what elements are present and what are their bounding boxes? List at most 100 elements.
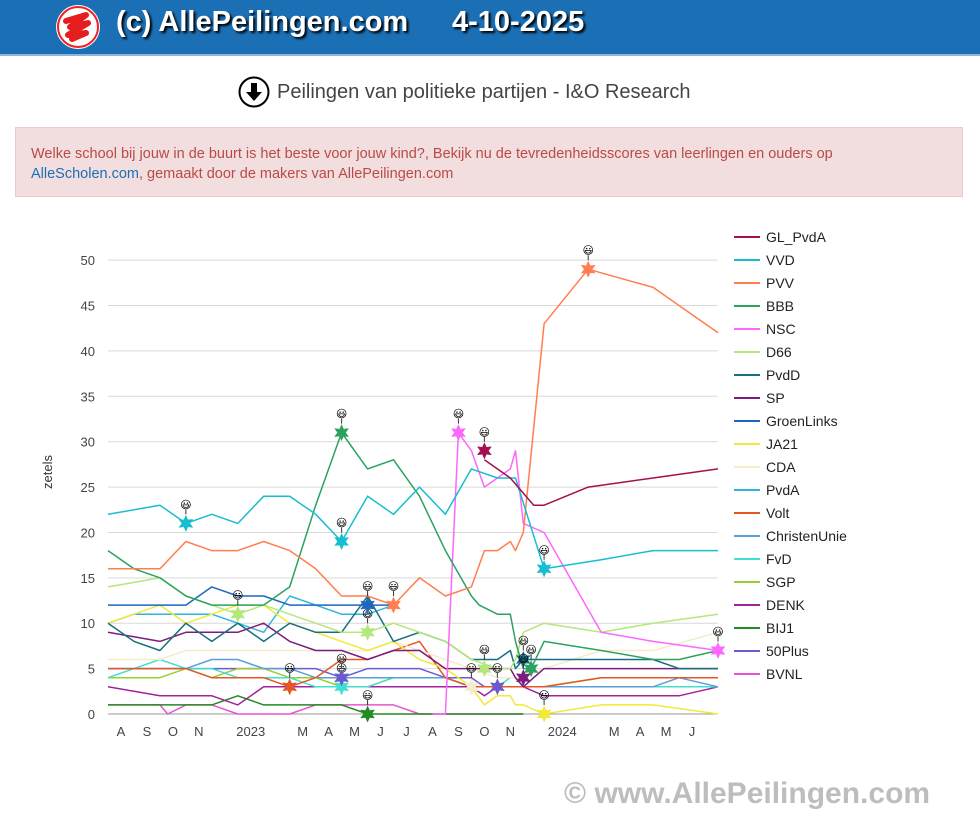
y-tick-label: 30 xyxy=(81,435,95,450)
smiley-icon: 😃 xyxy=(388,580,399,593)
chart-series xyxy=(107,268,719,715)
legend-label: DENK xyxy=(766,597,806,613)
smiley-icon: 😃 xyxy=(518,653,529,666)
x-tick-label: O xyxy=(479,724,489,739)
legend-label: SP xyxy=(766,390,785,406)
smiley-icon: 😃 xyxy=(336,653,347,666)
smiley-icon: 😃 xyxy=(336,408,347,421)
legend-label: VVD xyxy=(766,252,795,268)
smiley-icon: 😃 xyxy=(479,426,490,439)
page-title: Peilingen van politieke partijen - I&O R… xyxy=(277,80,691,103)
x-tick-label: J xyxy=(403,724,410,739)
smiley-icon: 😃 xyxy=(336,517,347,530)
x-tick-label: J xyxy=(689,724,696,739)
smiley-icon: 😃 xyxy=(453,408,464,421)
series-line-groenlinks xyxy=(108,586,394,606)
poll-marker xyxy=(360,623,376,641)
poll-marker xyxy=(386,596,402,614)
watermark: © www.AllePeilingen.com xyxy=(564,777,931,810)
legend-label: Volt xyxy=(766,505,789,521)
poll-marker xyxy=(360,596,376,614)
site-header: (c) AllePeilingen.com 4-10-2025 xyxy=(0,0,980,56)
allepeilingen-logo-icon[interactable] xyxy=(56,5,100,49)
smiley-icon: 😃 xyxy=(180,498,191,511)
y-tick-label: 45 xyxy=(81,299,95,314)
y-tick-label: 10 xyxy=(81,616,95,631)
poll-marker xyxy=(515,669,531,687)
x-tick-label: M xyxy=(297,724,308,739)
smiley-icon: 😃 xyxy=(232,589,243,602)
poll-marker xyxy=(450,423,466,442)
page-title-row: Peilingen van politieke partijen - I&O R… xyxy=(238,75,691,109)
poll-marker xyxy=(334,532,350,551)
legend-label: 50Plus xyxy=(766,643,809,659)
x-tick-label: 2023 xyxy=(236,724,265,739)
series-line-volt xyxy=(108,640,718,688)
legend-label: BVNL xyxy=(766,666,803,682)
chart-markers: 😃😃😃😃😃😃😃😃😃😃😃😃😃😃😃😃😃😃😃 😃😃😃😃 xyxy=(178,244,726,723)
x-tick-label: N xyxy=(194,724,203,739)
x-tick-label: S xyxy=(143,724,152,739)
series-line-pvdd xyxy=(107,595,718,670)
smiley-icon: 😃 xyxy=(284,662,295,675)
y-tick-label: 40 xyxy=(81,344,95,359)
allescholen-link[interactable]: AlleScholen.com xyxy=(31,166,139,182)
series-line-denk xyxy=(107,686,719,706)
y-tick-label: 5 xyxy=(88,662,95,677)
y-tick-label: 25 xyxy=(81,480,95,495)
series-line-sp xyxy=(107,622,718,688)
smiley-icon: 😃 xyxy=(538,689,549,702)
y-tick-labels: 0 5 10 15 20 25 30 35 40 45 50 xyxy=(81,253,95,722)
x-tick-label: O xyxy=(168,724,178,739)
download-icon[interactable] xyxy=(238,76,270,108)
chart-legend: GL_PvdA VVD PVV BBB NSC D66 PvdD SP GroenLinks JA… xyxy=(734,229,847,682)
smiley-icon: 😃 xyxy=(582,244,593,257)
series-line-bij1 xyxy=(108,695,524,715)
legend-label: BBB xyxy=(766,298,794,314)
smiley-icon: 😃 xyxy=(492,662,503,675)
smiley-icon: 😃 xyxy=(362,580,373,593)
series-line-pvda xyxy=(107,595,394,634)
legend-label: NSC xyxy=(766,321,796,337)
legend-label: PvdD xyxy=(766,367,800,383)
site-date: 4-10-2025 xyxy=(452,6,585,38)
smiley-icon: 😃 xyxy=(479,644,490,657)
legend-label: PvdA xyxy=(766,482,800,498)
smiley-icon: 😃 xyxy=(712,625,723,638)
x-tick-label: A xyxy=(324,724,333,739)
poll-marker xyxy=(282,678,298,696)
poll-marker xyxy=(536,705,552,723)
legend-label: GroenLinks xyxy=(766,413,838,429)
poll-marker xyxy=(178,514,194,533)
x-tick-label: A xyxy=(117,724,126,739)
poll-marker xyxy=(334,669,350,687)
legend-label: CDA xyxy=(766,459,796,475)
poll-marker xyxy=(536,560,552,578)
poll-chart: 0 5 10 15 20 25 30 35 40 45 50 A S O N 2023 M A M J J A S O N 20… xyxy=(40,229,847,739)
smiley-icon: 😃 xyxy=(466,662,477,675)
poll-marker xyxy=(476,442,492,460)
poll-marker xyxy=(360,705,376,723)
series-line-bbb xyxy=(107,431,719,670)
site-title[interactable]: (c) AllePeilingen.com xyxy=(116,6,409,38)
poll-marker xyxy=(334,678,350,696)
x-tick-label: 2024 xyxy=(548,724,577,739)
poll-marker xyxy=(334,423,350,442)
y-tick-label: 35 xyxy=(81,389,95,404)
x-tick-labels: A S O N 2023 M A M J J A S O N 2024 M A M J xyxy=(117,724,696,739)
x-tick-label: M xyxy=(609,724,620,739)
series-line-bvnl xyxy=(108,704,524,715)
legend-label: GL_PvdA xyxy=(766,229,827,245)
legend-label: ChristenUnie xyxy=(766,528,847,544)
notice-text: Welke school bij jouw in de buurt is het… xyxy=(31,146,833,162)
smiley-icon: 😃 xyxy=(525,644,536,657)
smiley-icon: 😃 xyxy=(518,635,529,648)
poll-marker xyxy=(230,605,246,623)
y-tick-label: 50 xyxy=(81,253,95,268)
poll-marker xyxy=(476,659,492,678)
poll-marker xyxy=(489,678,505,696)
poll-marker xyxy=(580,260,596,278)
legend-label: PVV xyxy=(766,275,795,291)
x-tick-label: M xyxy=(661,724,672,739)
series-line-gl_pvda xyxy=(483,459,719,506)
